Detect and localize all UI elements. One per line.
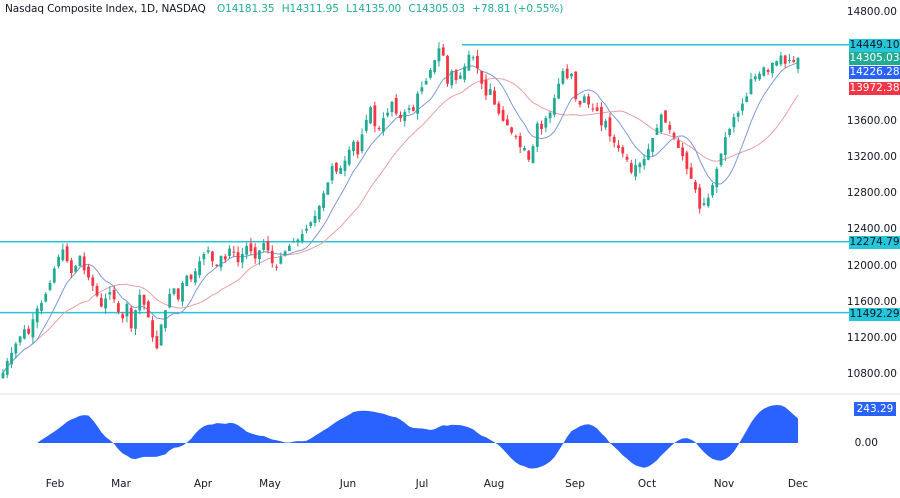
price-tag: 11492.29 [849, 307, 900, 321]
time-axis-month: May [259, 478, 281, 490]
time-axis-month: Nov [713, 478, 735, 490]
slow-moving-average-line [2, 77, 799, 373]
price-axis-tick: 12800.00 [846, 187, 897, 200]
time-axis-month: Oct [637, 478, 657, 490]
low-value: L14135.00 [346, 3, 402, 15]
price-axis-tick: 12400.00 [846, 223, 897, 236]
candlestick-series [1, 42, 800, 379]
change-value: +78.81 (+0.55%) [472, 3, 564, 15]
chart-legend: Nasdaq Composite Index, 1D, NASDAQ O1418… [5, 3, 563, 15]
time-axis-month: Dec [787, 478, 809, 490]
price-tag: 14226.28 [849, 65, 900, 79]
time-axis-month: Jun [339, 478, 357, 490]
price-tag: 12274.79 [849, 235, 900, 249]
symbol-title: Nasdaq Composite Index, 1D, NASDAQ [5, 3, 206, 15]
price-axis-tick: 12000.00 [846, 259, 897, 272]
price-axis-tick: 10800.00 [846, 368, 897, 381]
close-value: C14305.03 [408, 3, 465, 15]
oscillator-value-tag: 243.29 [854, 402, 896, 416]
horizontal-levels[interactable] [0, 44, 849, 314]
price-tag: 14305.03 [849, 51, 900, 65]
price-axis-tick: 14800.00 [846, 6, 897, 18]
open-value: O14181.35 [216, 3, 275, 15]
price-tag: 13972.38 [849, 81, 900, 95]
price-axis-tick: 13200.00 [846, 150, 897, 163]
price-axis-tick: 11600.00 [846, 295, 897, 308]
high-value: H14311.95 [281, 3, 339, 15]
price-tag: 14449.10 [849, 38, 900, 52]
time-axis-month: Mar [111, 478, 131, 490]
price-axis-tick: 11200.00 [846, 332, 897, 345]
oscillator-area [3, 405, 798, 469]
oscillator-zero-label: 0.00 [854, 437, 878, 449]
time-axis-month: Sep [565, 478, 585, 490]
time-axis-month: Apr [193, 478, 213, 490]
time-axis-month: Aug [483, 478, 505, 490]
time-axis-month: Feb [45, 478, 65, 490]
price-axis-tick: 13600.00 [846, 114, 897, 127]
fast-moving-average-line [2, 62, 799, 373]
time-axis-month: Jul [415, 478, 429, 490]
